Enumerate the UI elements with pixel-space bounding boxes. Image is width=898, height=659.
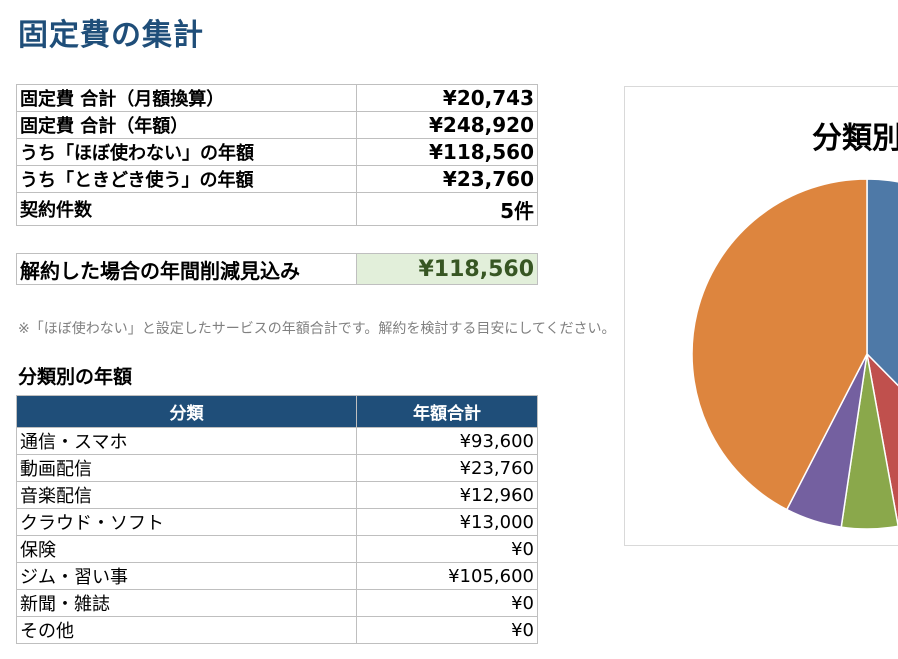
summary-value: ¥23,760: [356, 165, 538, 193]
pie-chart: [691, 178, 898, 530]
pie-slice[interactable]: [865, 351, 898, 528]
table-row: 通信・スマホ ¥93,600: [16, 427, 538, 455]
summary-value: ¥20,743: [356, 84, 538, 112]
category-amount: ¥0: [356, 616, 538, 644]
category-name: 動画配信: [16, 454, 357, 482]
summary-row: 固定費 合計（月額換算） ¥20,743: [16, 84, 538, 112]
pie-slice[interactable]: [691, 178, 868, 511]
summary-row: 契約件数 5件: [16, 192, 538, 226]
table-row: その他 ¥0: [16, 616, 538, 644]
summary-value: 5件: [356, 192, 538, 226]
table-row: クラウド・ソフト ¥13,000: [16, 508, 538, 536]
category-name: 保険: [16, 535, 357, 563]
summary-value: ¥118,560: [356, 138, 538, 166]
summary-label: うち「ほぼ使わない」の年額: [16, 138, 357, 166]
pie-chart-container[interactable]: 分類別: [624, 86, 898, 546]
category-amount: ¥0: [356, 535, 538, 563]
category-amount: ¥12,960: [356, 481, 538, 509]
saving-value: ¥118,560: [356, 253, 538, 285]
note-text: ※「ほぼ使わない」と設定したサービスの年額合計です。解約を検討する目安にしてくだ…: [18, 321, 616, 337]
category-table: 分類 年額合計 通信・スマホ ¥93,600 動画配信 ¥23,760 音楽配信…: [16, 395, 538, 644]
category-amount: ¥93,600: [356, 427, 538, 455]
category-name: ジム・習い事: [16, 562, 357, 590]
category-amount: ¥13,000: [356, 508, 538, 536]
table-row: 保険 ¥0: [16, 535, 538, 563]
category-heading: 分類別の年額: [18, 366, 133, 388]
category-header-row: 分類 年額合計: [16, 395, 538, 428]
page-title: 固定費の集計: [18, 18, 204, 53]
summary-row: うち「ときどき使う」の年額 ¥23,760: [16, 165, 538, 193]
category-name: クラウド・ソフト: [16, 508, 357, 536]
saving-label: 解約した場合の年間削減見込み: [16, 253, 357, 285]
category-name: その他: [16, 616, 357, 644]
summary-row: 固定費 合計（年額） ¥248,920: [16, 111, 538, 139]
pie-slice[interactable]: [866, 178, 898, 479]
summary-label: うち「ときどき使う」の年額: [16, 165, 357, 193]
table-row: 新聞・雑誌 ¥0: [16, 589, 538, 617]
category-amount: ¥23,760: [356, 454, 538, 482]
category-name: 新聞・雑誌: [16, 589, 357, 617]
table-row: 動画配信 ¥23,760: [16, 454, 538, 482]
saving-table: 解約した場合の年間削減見込み ¥118,560: [16, 253, 538, 285]
summary-value: ¥248,920: [356, 111, 538, 139]
category-name: 通信・スマホ: [16, 427, 357, 455]
category-amount: ¥105,600: [356, 562, 538, 590]
summary-table: 固定費 合計（月額換算） ¥20,743 固定費 合計（年額） ¥248,920…: [16, 84, 538, 226]
summary-label: 契約件数: [16, 192, 357, 226]
chart-title: 分類別: [812, 121, 898, 156]
column-header-category: 分類: [16, 395, 357, 428]
summary-row: うち「ほぼ使わない」の年額 ¥118,560: [16, 138, 538, 166]
category-amount: ¥0: [356, 589, 538, 617]
summary-label: 固定費 合計（月額換算）: [16, 84, 357, 112]
table-row: ジム・習い事 ¥105,600: [16, 562, 538, 590]
summary-label: 固定費 合計（年額）: [16, 111, 357, 139]
table-row: 音楽配信 ¥12,960: [16, 481, 538, 509]
column-header-amount: 年額合計: [356, 395, 538, 428]
category-name: 音楽配信: [16, 481, 357, 509]
